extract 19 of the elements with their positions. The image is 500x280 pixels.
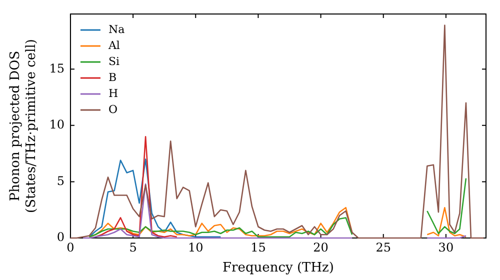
x-tick-label: 30: [438, 240, 454, 254]
legend-label: H: [108, 86, 118, 100]
x-tick-label: 10: [188, 240, 204, 254]
legend-label: Si: [108, 54, 120, 68]
y-tick-label: 15: [49, 61, 64, 76]
x-tick-label: 0: [66, 240, 74, 254]
y-tick-label: 5: [56, 174, 64, 188]
y-tick-label: 10: [49, 118, 64, 132]
legend-label: O: [108, 102, 118, 116]
y-axis-title: Phonon projected DOS (States/THz·primitive cell): [8, 38, 39, 214]
x-axis-title: Frequency (THz): [222, 260, 334, 276]
x-tick-label: 15: [250, 240, 266, 254]
legend-label: Al: [107, 38, 120, 52]
y-tick-label: 0: [56, 230, 64, 244]
x-tick-label: 25: [376, 240, 392, 254]
x-tick-label: 20: [313, 240, 328, 254]
legend-label: Na: [108, 22, 126, 36]
x-tick-label: 5: [129, 240, 137, 254]
legend-label: B: [108, 70, 117, 84]
